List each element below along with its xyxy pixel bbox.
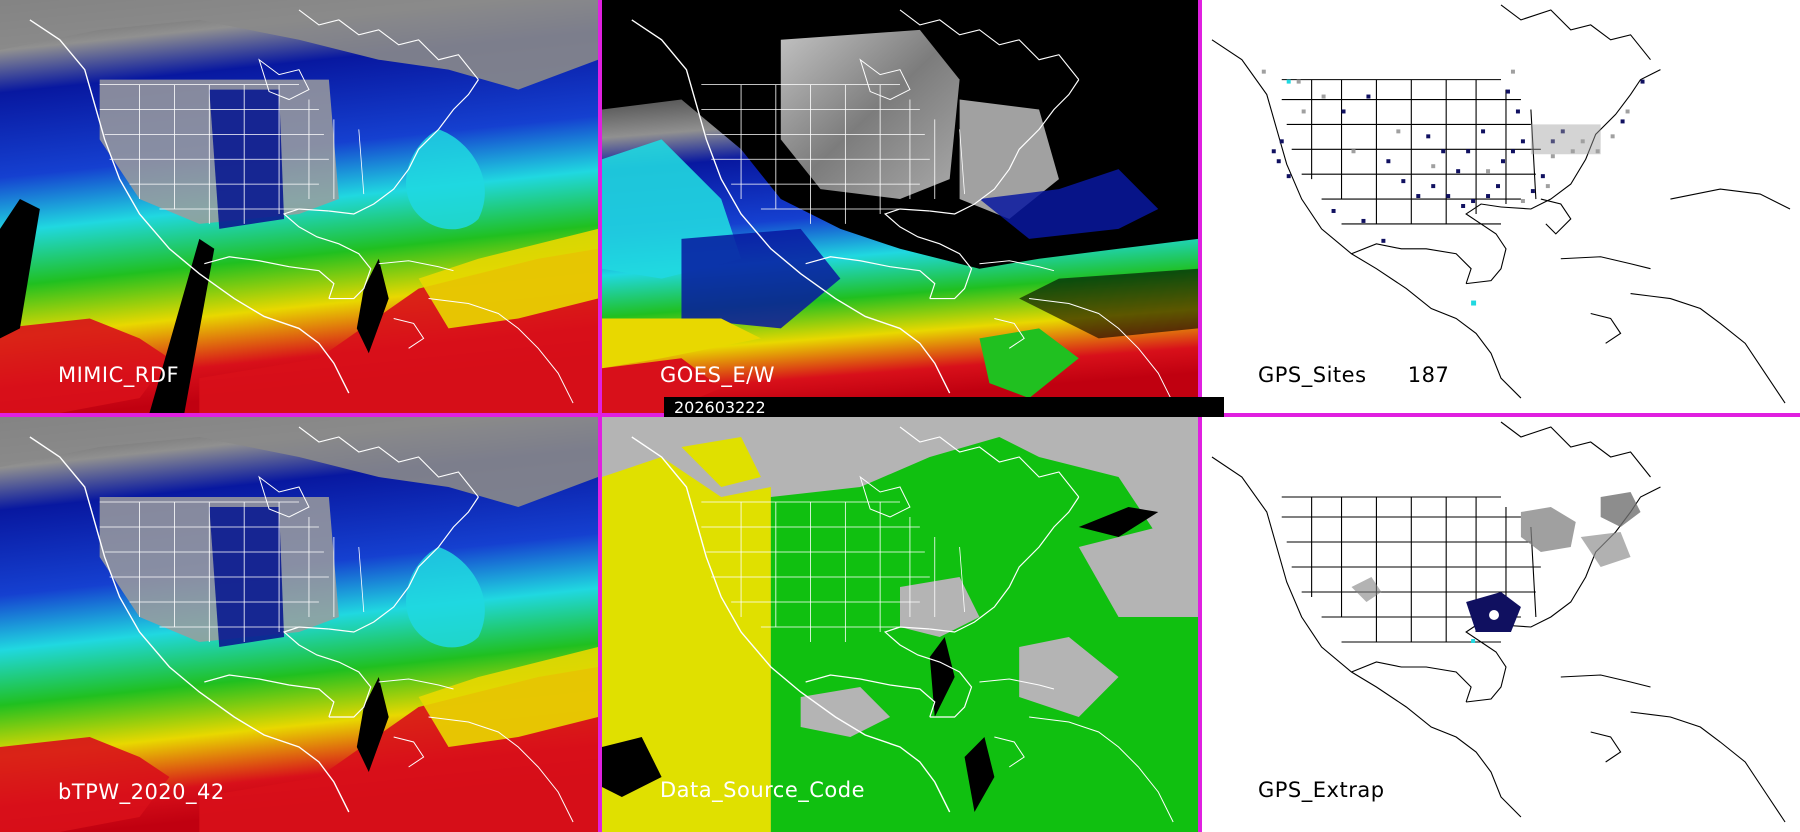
gps-sites-count: 187	[1407, 363, 1450, 387]
mimic-rdf-map	[0, 0, 598, 413]
goes-panel: GOES_E/W	[602, 0, 1198, 413]
data-source-panel: Data_Source_Code	[602, 417, 1198, 832]
gps-sites-name: GPS_Sites	[1258, 363, 1367, 387]
mimic-rdf-panel: MIMIC_RDF	[0, 0, 598, 413]
gps-extrap-map	[1202, 417, 1800, 832]
gps-extrap-label: GPS_Extrap	[1258, 778, 1385, 802]
goes-label: GOES_E/W	[660, 363, 776, 387]
timestamp-text: 202603222	[674, 398, 766, 417]
data-source-label: Data_Source_Code	[660, 778, 866, 802]
goes-map	[602, 0, 1198, 413]
gps-sites-map	[1202, 0, 1800, 413]
btpw-map	[0, 417, 598, 832]
gps-sites-label: GPS_Sites 187	[1258, 363, 1449, 387]
btpw-label: bTPW_2020_42	[58, 780, 225, 804]
data-source-map	[602, 417, 1198, 832]
mimic-rdf-label: MIMIC_RDF	[58, 363, 180, 387]
timestamp-bar: 202603222	[664, 397, 1224, 417]
gps-sites-panel: GPS_Sites 187	[1202, 0, 1800, 413]
btpw-panel: bTPW_2020_42	[0, 417, 598, 832]
gps-extrap-panel: GPS_Extrap	[1202, 417, 1800, 832]
